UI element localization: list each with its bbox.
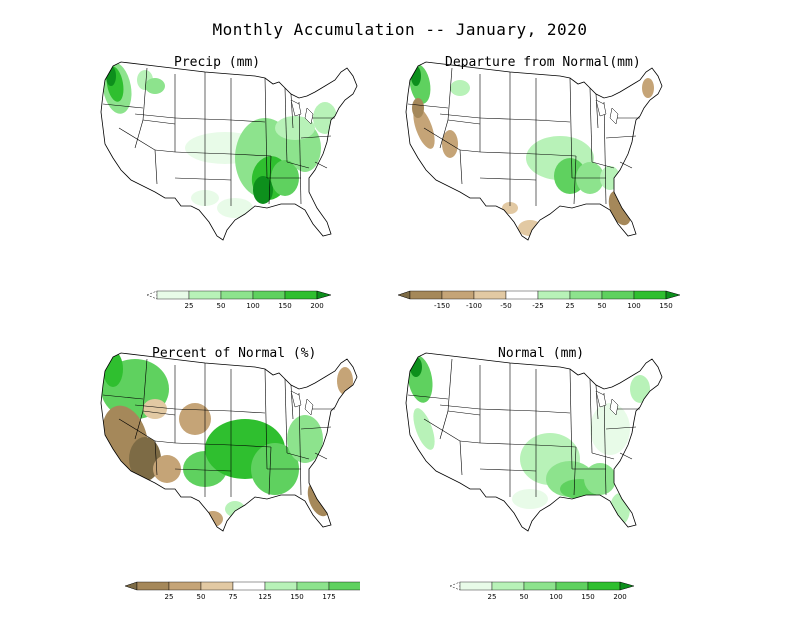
panel-title-departure: Departure from Normal(mm) [445,55,641,70]
colorbar-tick-label: 150 [659,302,672,310]
map-percent [100,352,358,532]
panel-title-normal: Normal (mm) [498,346,585,361]
colorbar-tick-label: -150 [434,302,450,310]
colorbar-tick-label: 150 [290,593,303,601]
colorbar-tick-label: 125 [258,593,271,601]
colorbar-tick-label: 50 [598,302,607,310]
colorbar-tick-label: 50 [197,593,206,601]
colorbar-tick-label: 100 [549,593,562,601]
colorbar-tick-label: 50 [217,302,226,310]
map-normal [405,352,663,532]
map-departure [405,61,663,241]
colorbar-tick-label: 175 [322,593,335,601]
colorbar-tick-label: 200 [310,302,323,310]
panel-title-precip: Precip (mm) [174,55,261,70]
colorbar-tick-label: 25 [566,302,575,310]
colorbar-tick-label: 150 [278,302,291,310]
colorbar-precip: 25 50 100 150 200 [146,290,332,310]
colorbar-tick-label: 25 [165,593,174,601]
colorbar-percent: 25 50 75 125 150 175 [125,581,360,601]
panel-title-percent: Percent of Normal (%) [152,346,317,361]
colorbar-departure: -150 -100 -50 -25 25 50 100 150 [398,290,681,310]
map-precip [100,61,358,241]
colorbar-tick-label: -25 [532,302,543,310]
colorbar-tick-label: -50 [500,302,511,310]
colorbar-tick-label: 100 [627,302,640,310]
figure-title: Monthly Accumulation -- January, 2020 [212,20,588,39]
colorbar-tick-label: -100 [466,302,482,310]
colorbar-tick-label: 150 [581,593,594,601]
colorbar-tick-label: 100 [246,302,259,310]
colorbar-tick-label: 50 [520,593,529,601]
colorbar-tick-label: 75 [229,593,238,601]
colorbar-normal: 25 50 100 150 200 [449,581,635,601]
colorbar-tick-label: 200 [613,593,626,601]
colorbar-tick-label: 25 [488,593,497,601]
colorbar-tick-label: 25 [185,302,194,310]
